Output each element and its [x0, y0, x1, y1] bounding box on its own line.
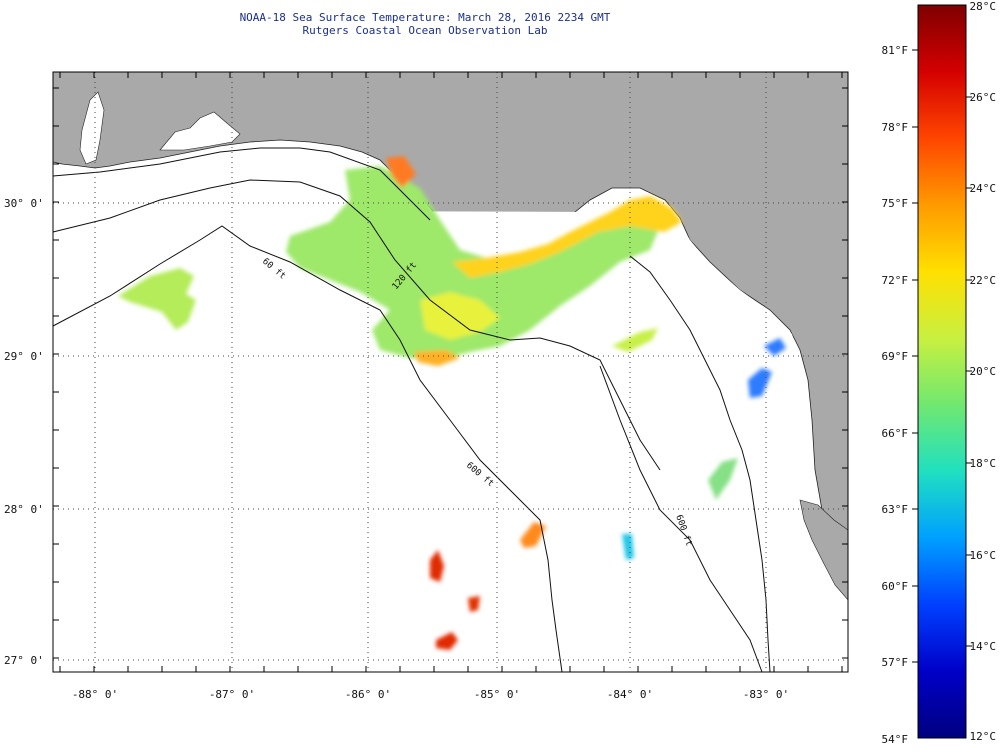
fahrenheit-label: 54°F	[882, 733, 909, 746]
isobath-600ft	[52, 225, 563, 673]
isobath-contours	[52, 147, 771, 673]
celsius-label: 22°C	[970, 274, 997, 287]
fahrenheit-label: 60°F	[882, 580, 909, 593]
fahrenheit-label: 69°F	[882, 350, 909, 363]
sst-patch-cyan-2	[622, 534, 634, 560]
sst-patch-red-2	[436, 632, 458, 650]
isobath-shelf-edge	[599, 365, 763, 673]
sst-patch-cyan	[708, 458, 738, 500]
sst-patch-orange-mid	[520, 522, 546, 548]
fahrenheit-label: 72°F	[882, 274, 909, 287]
celsius-label: 24°C	[970, 182, 997, 195]
sst-patch-blue-2	[748, 368, 772, 398]
sst-patch-west	[118, 268, 196, 330]
sst-patch-orange-south	[414, 350, 460, 366]
longitude-label: -87° 0'	[209, 688, 255, 701]
fahrenheit-label: 81°F	[882, 44, 909, 57]
celsius-label: 12°C	[970, 730, 997, 743]
longitude-label: -86° 0'	[345, 688, 391, 701]
isobath-600ft-east	[629, 255, 771, 673]
sst-patch-blue-1	[764, 338, 786, 356]
celsius-label: 16°C	[970, 549, 997, 562]
fahrenheit-label: 66°F	[882, 427, 909, 440]
fahrenheit-label: 78°F	[882, 121, 909, 134]
pensacola-bay	[159, 111, 241, 151]
longitude-label: -83° 0'	[743, 688, 789, 701]
latitude-label: 29° 0'	[4, 350, 44, 363]
celsius-label: 20°C	[970, 365, 997, 378]
apalachee-bay-water	[53, 198, 848, 672]
fahrenheit-label: 75°F	[882, 197, 909, 210]
map-subtitle: Rutgers Coastal Ocean Observation Lab	[302, 24, 548, 37]
longitude-label: -84° 0'	[607, 688, 653, 701]
fahrenheit-label: 63°F	[882, 503, 909, 516]
map-frame	[52, 71, 849, 673]
isobath-60ft	[52, 147, 431, 221]
celsius-label: 26°C	[970, 91, 997, 104]
map-panel	[52, 71, 849, 672]
colorbar	[917, 4, 967, 739]
frame-ticks	[53, 72, 848, 672]
isobath-120ft	[52, 179, 661, 471]
latitude-label: 27° 0'	[4, 654, 44, 667]
mobile-bay	[79, 91, 105, 165]
celsius-label: 28°C	[970, 0, 997, 13]
sst-data-layer	[118, 156, 786, 650]
sst-patch-warm-coast	[452, 196, 682, 278]
sst-patch-apalachee-strip	[612, 328, 658, 352]
celsius-label: 18°C	[970, 457, 997, 470]
latitude-label: 28° 0'	[4, 503, 44, 516]
map-title: NOAA-18 Sea Surface Temperature: March 2…	[239, 11, 611, 24]
longitude-label: -88° 0'	[72, 688, 118, 701]
fahrenheit-label: 57°F	[882, 656, 909, 669]
sst-patch-yellow-center	[420, 292, 500, 340]
colorbar-ticks	[912, 49, 972, 663]
sst-patch-orange-coast	[386, 156, 416, 188]
graticule	[53, 72, 848, 672]
longitude-label: -85° 0'	[474, 688, 520, 701]
latitude-label: 30° 0'	[4, 197, 44, 210]
celsius-label: 14°C	[970, 640, 997, 653]
tampa-bay	[799, 499, 849, 601]
sst-patch-red-3	[468, 596, 480, 612]
sst-patch-red-1	[430, 550, 444, 582]
